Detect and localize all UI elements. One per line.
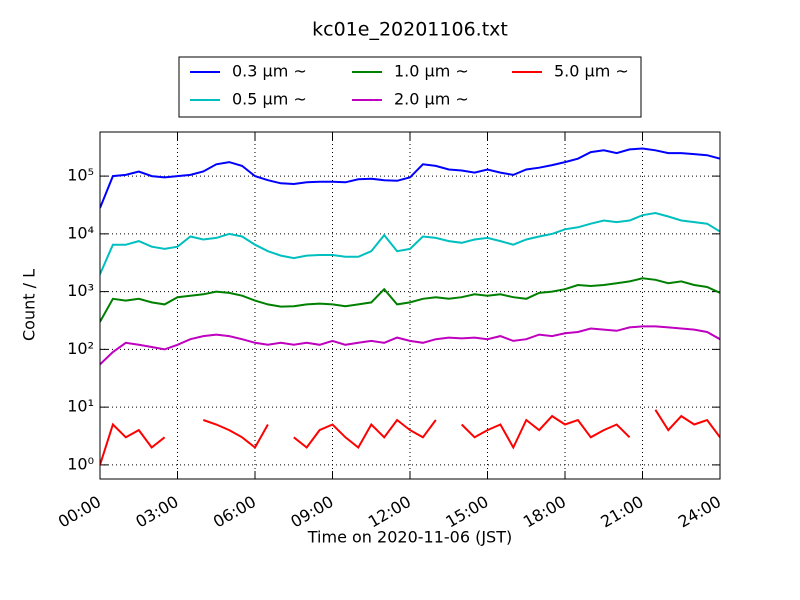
series-line (100, 211, 720, 275)
series-line (100, 409, 720, 466)
legend-label: 2.0 μm ~ (394, 90, 469, 109)
legend-label: 0.3 μm ~ (232, 62, 307, 81)
y-tick-label: 10⁴ (67, 223, 94, 242)
chart-title: kc01e_20201106.txt (312, 19, 508, 41)
series-line (100, 147, 720, 209)
y-tick-label: 10⁰ (67, 454, 94, 473)
x-axis-label: Time on 2020-11-06 (JST) (307, 528, 512, 547)
series-line (100, 325, 720, 366)
legend-label: 1.0 μm ~ (394, 62, 469, 81)
y-tick-label: 10⁵ (67, 166, 94, 185)
y-tick-label: 10³ (67, 281, 94, 300)
legend-box (178, 56, 642, 118)
y-tick-label: 10¹ (67, 397, 94, 416)
plot-frame (99, 131, 721, 480)
legend-label: 0.5 μm ~ (232, 90, 307, 109)
legend-label: 5.0 μm ~ (554, 62, 629, 81)
y-tick-label: 10² (67, 339, 94, 358)
y-axis-label: Count / L (20, 269, 39, 341)
series-line (100, 277, 720, 323)
